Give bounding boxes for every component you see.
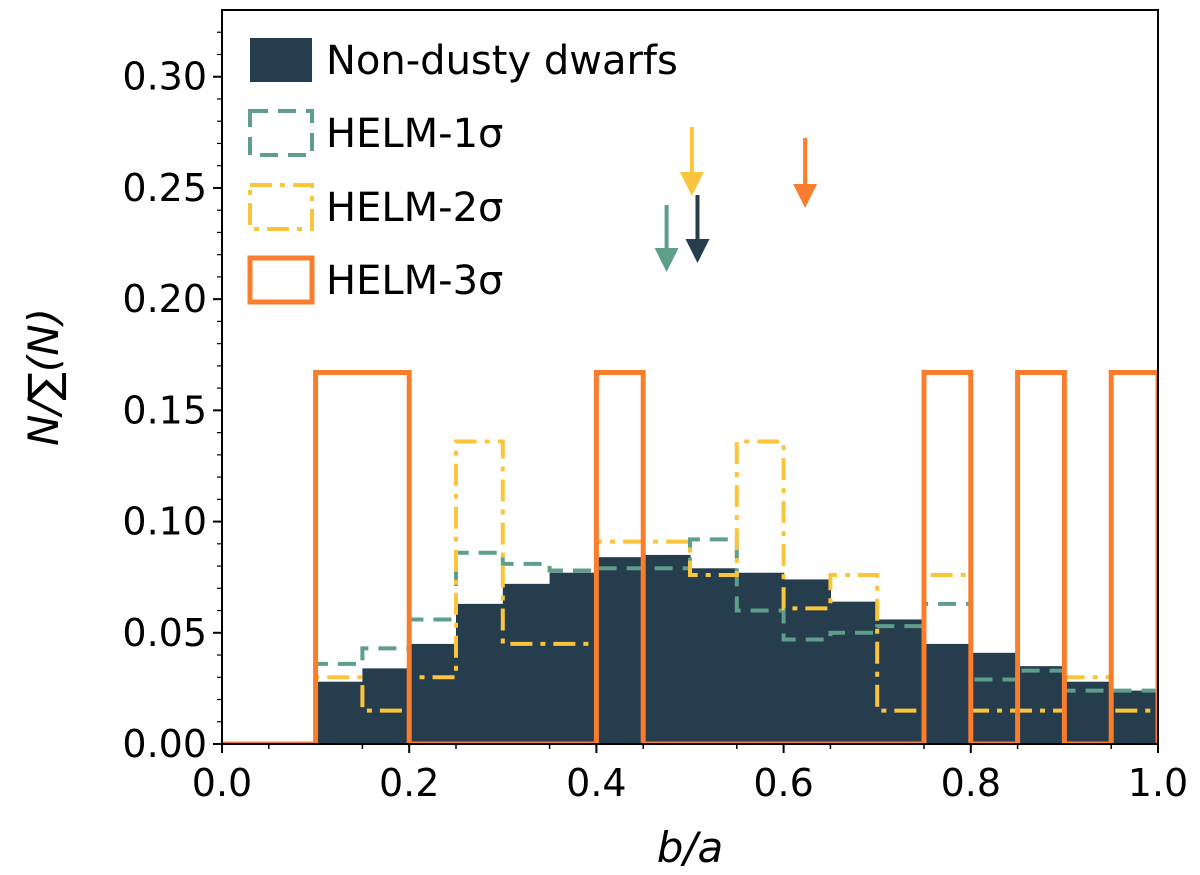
legend: Non-dusty dwarfs HELM-1σ HELM-2σ HELM-3σ — [247, 38, 678, 305]
legend-item-0: Non-dusty dwarfs — [250, 38, 678, 84]
bar-non-dusty-7 — [549, 572, 597, 744]
y-tick-label-1: 0.05 — [122, 611, 207, 655]
y-tick-label-0: 0.00 — [122, 722, 207, 766]
x-tick-label-4: 0.8 — [941, 761, 1001, 805]
legend-item-2: HELM-2σ — [248, 183, 503, 231]
bar-non-dusty-17 — [1017, 666, 1065, 744]
bar-non-dusty-8 — [596, 557, 644, 744]
y-tick-label-4: 0.20 — [122, 277, 207, 321]
median-arrow-1 — [654, 205, 679, 272]
y-tick-label-3: 0.15 — [122, 388, 207, 432]
x-tick-label-2: 0.4 — [566, 761, 626, 805]
x-tick-label-0: 0.0 — [192, 761, 252, 805]
x-tick-label-5: 1.0 — [1128, 761, 1188, 805]
legend-swatch-0 — [250, 38, 312, 82]
median-arrow-head-2 — [679, 172, 704, 196]
plot-frame — [221, 9, 1159, 745]
x-tick-label-1: 0.2 — [379, 761, 439, 805]
median-arrow-3 — [793, 138, 818, 208]
helm-step-lines — [222, 370, 1158, 744]
bar-non-dusty-16 — [970, 652, 1019, 744]
bar-non-dusty-15 — [924, 643, 972, 744]
bar-non-dusty-6 — [502, 583, 551, 744]
legend-label-0: Non-dusty dwarfs — [326, 38, 678, 84]
median-arrow-head-3 — [793, 184, 818, 208]
legend-swatch-1 — [248, 109, 314, 157]
y-tick-label-6: 0.30 — [122, 55, 207, 99]
bar-non-dusty-5 — [456, 603, 504, 744]
median-arrow-head-0 — [685, 239, 710, 263]
bar-non-dusty-11 — [736, 572, 785, 744]
y-tick-label-2: 0.10 — [122, 500, 207, 544]
median-arrow-0 — [685, 195, 710, 263]
legend-label-3: HELM-3σ — [326, 258, 503, 304]
x-axis-title: b/a — [657, 823, 724, 872]
x-axis: 0.0 0.2 0.4 0.6 0.8 1.0 — [192, 744, 1188, 805]
legend-swatch-2 — [248, 183, 314, 231]
bar-non-dusty-9 — [643, 554, 691, 744]
bar-non-dusty-2 — [315, 681, 363, 744]
bar-non-dusty-13 — [830, 601, 878, 744]
non-dusty-bars — [315, 554, 1158, 744]
y-axis-title: N/∑(N) — [19, 308, 68, 446]
legend-label-1: HELM-1σ — [326, 111, 503, 157]
step-line-helm-3-2 — [222, 370, 1158, 744]
median-arrows — [654, 127, 818, 272]
legend-item-1: HELM-1σ — [248, 109, 503, 157]
bar-non-dusty-10 — [690, 568, 738, 744]
bar-non-dusty-14 — [877, 619, 925, 744]
bar-non-dusty-19 — [1111, 690, 1158, 744]
y-tick-label-5: 0.25 — [122, 166, 207, 210]
median-arrow-2 — [679, 127, 704, 196]
bar-non-dusty-3 — [362, 668, 410, 744]
legend-swatch-3 — [247, 255, 315, 305]
median-arrow-head-1 — [654, 248, 679, 272]
legend-label-2: HELM-2σ — [326, 185, 503, 231]
bar-non-dusty-12 — [783, 579, 831, 744]
bar-non-dusty-4 — [409, 643, 457, 744]
y-axis: 0.00 0.05 0.10 0.15 0.20 0.25 0.30 — [122, 31, 222, 766]
x-tick-label-3: 0.6 — [753, 761, 813, 805]
legend-item-3: HELM-3σ — [247, 255, 503, 305]
